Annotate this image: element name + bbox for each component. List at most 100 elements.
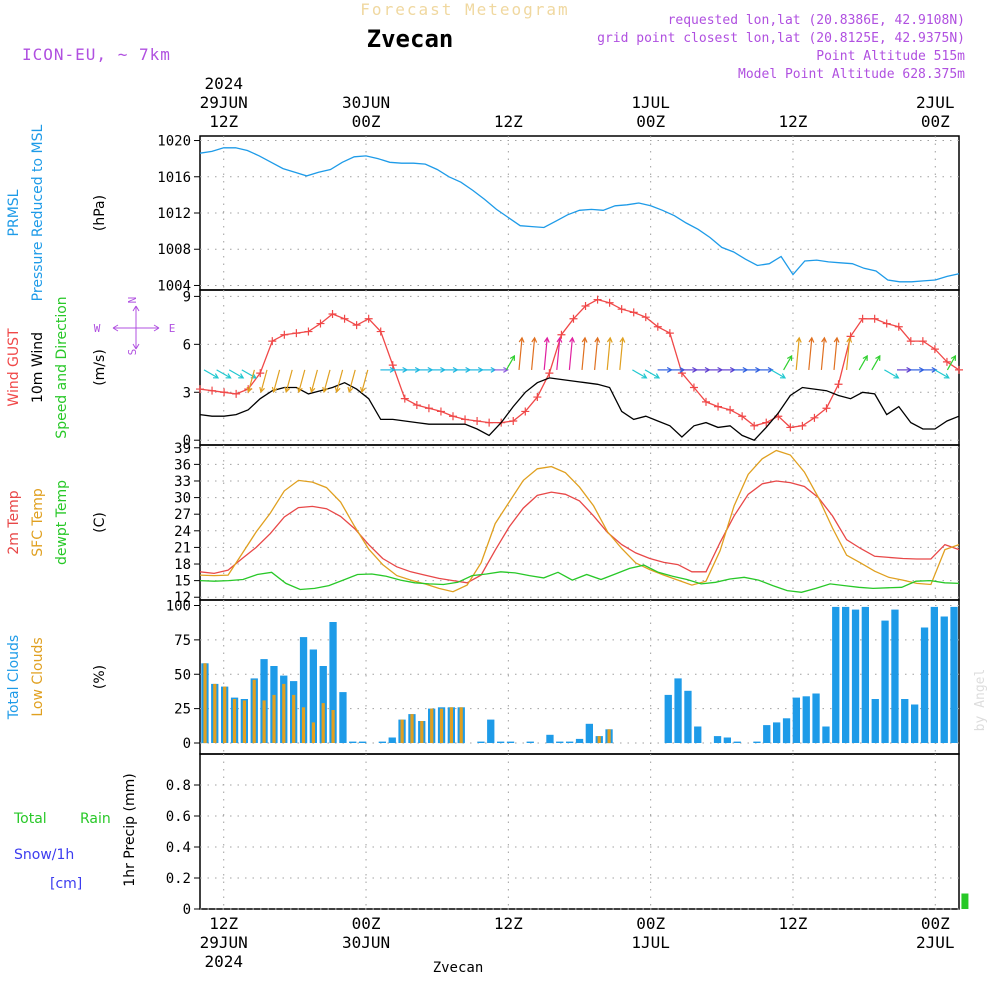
bar bbox=[299, 637, 308, 743]
bar bbox=[232, 699, 237, 743]
wind-arrow-head bbox=[862, 354, 868, 361]
top-time-label: 00Z bbox=[352, 112, 381, 131]
y-tick-label: 1016 bbox=[157, 170, 191, 186]
series-line bbox=[199, 449, 960, 593]
y-tick-label: 0.6 bbox=[166, 809, 191, 825]
gust-marker bbox=[593, 295, 602, 304]
bar bbox=[930, 606, 938, 743]
wind-arrow bbox=[348, 369, 356, 393]
top-time-label: 1JUL bbox=[631, 93, 670, 112]
wind-arrow bbox=[606, 337, 611, 370]
bar bbox=[753, 741, 761, 743]
gust-marker bbox=[280, 330, 289, 339]
gust-marker bbox=[750, 421, 759, 430]
top-time-label: 30JUN bbox=[342, 93, 390, 112]
gust-marker bbox=[268, 337, 277, 346]
wind-arrow bbox=[531, 337, 536, 370]
gust-marker bbox=[449, 412, 457, 421]
wind-arrow-head bbox=[259, 386, 265, 394]
gust-marker bbox=[220, 388, 229, 397]
bar bbox=[430, 708, 434, 743]
gust-marker bbox=[641, 313, 650, 322]
gust-marker bbox=[473, 417, 482, 426]
panel-label: PRMSL bbox=[6, 189, 22, 236]
gust-marker bbox=[605, 298, 614, 307]
series-temperature-2 bbox=[199, 564, 960, 593]
bottom-time-label: 30JUN bbox=[342, 933, 390, 952]
footer-station: Zvecan bbox=[433, 960, 484, 976]
gust-marker bbox=[424, 404, 433, 413]
y-tick-label: 9 bbox=[183, 289, 191, 305]
bar bbox=[410, 714, 414, 743]
wind-direction-arrows bbox=[203, 336, 957, 394]
bottom-time-label: 12Z bbox=[779, 914, 808, 933]
wind-arrow-head bbox=[846, 336, 853, 343]
panel-clouds: 0 25 50 75 100 Total Clouds Low Clouds (%) bbox=[6, 599, 960, 755]
panel-label: [cm] bbox=[50, 876, 82, 892]
wind-arrow-head bbox=[531, 336, 538, 343]
bar bbox=[674, 678, 682, 743]
compass-rose: W E N S bbox=[94, 297, 176, 356]
y-tick-label: 6 bbox=[183, 337, 191, 353]
gust-marker bbox=[689, 383, 698, 392]
y-tick-label: 33 bbox=[174, 474, 191, 490]
top-time-label: 12Z bbox=[494, 112, 523, 131]
y-tick-label: 0 bbox=[183, 736, 191, 752]
panel-label: dewpt Temp bbox=[54, 480, 70, 565]
wind-arrow-head bbox=[931, 366, 938, 373]
wind-arrow bbox=[581, 337, 586, 370]
bar bbox=[282, 683, 286, 743]
panel-label: 1hr Precip (mm) bbox=[122, 773, 138, 886]
wind-arrow-head bbox=[779, 373, 787, 379]
model-label: ICON-EU, ~ 7km bbox=[22, 45, 171, 64]
gust-marker bbox=[400, 394, 409, 403]
series-clouds-1 bbox=[203, 663, 611, 744]
wind-arrow bbox=[518, 337, 523, 370]
compass-south: S bbox=[126, 349, 139, 356]
gust-marker bbox=[858, 314, 867, 323]
gust-marker bbox=[942, 357, 951, 366]
bottom-time-label: 12Z bbox=[494, 914, 523, 933]
bar bbox=[262, 700, 266, 743]
bar bbox=[832, 606, 840, 743]
wind-arrow-head bbox=[606, 336, 613, 343]
requested-location: requested lon,lat (20.8386E, 42.9108N) bbox=[668, 13, 965, 28]
bar bbox=[329, 622, 337, 743]
gust-marker bbox=[545, 369, 554, 378]
top-time-label: 29JUN bbox=[200, 93, 248, 112]
gust-marker bbox=[665, 329, 674, 338]
panel-pressure: 1004 1008 1012 1016 1020 PRMSL Pressure Reduce… bbox=[6, 124, 960, 301]
gust-marker bbox=[256, 369, 265, 378]
wind-arrow-head bbox=[950, 354, 957, 361]
bar bbox=[301, 707, 306, 744]
series-precip-0 bbox=[961, 893, 969, 909]
wind-arrow bbox=[285, 369, 293, 393]
wind-arrow bbox=[783, 355, 793, 371]
bar bbox=[891, 609, 899, 743]
wind-arrow-head bbox=[246, 386, 253, 394]
wind-arrow-head bbox=[893, 373, 900, 379]
y-tick-label: 0.2 bbox=[166, 871, 191, 887]
gust-marker bbox=[352, 321, 361, 330]
gust-marker bbox=[328, 309, 337, 318]
gust-marker bbox=[702, 397, 710, 406]
wind-arrow bbox=[336, 369, 344, 393]
bar bbox=[911, 704, 919, 743]
wind-arrow-head bbox=[212, 373, 220, 379]
series-temperature-0 bbox=[199, 480, 960, 584]
y-tick-label: 24 bbox=[174, 524, 191, 540]
top-time-label: 12Z bbox=[209, 112, 238, 131]
y-tick-label: 12 bbox=[174, 590, 191, 606]
gust-marker bbox=[376, 327, 385, 336]
y-tick-label: 0 bbox=[183, 902, 191, 918]
gust-marker bbox=[617, 305, 626, 314]
y-tick-label: 1020 bbox=[157, 134, 191, 150]
panel-label: Total bbox=[13, 811, 47, 827]
y-tick-label: 50 bbox=[174, 667, 191, 683]
panel-precip: 0 0.2 0.4 0.6 0.8 Total Rain Snow/1h [cm] 1hr Pre… bbox=[13, 753, 960, 918]
wind-arrow-head bbox=[943, 373, 950, 379]
y-tick-label: 75 bbox=[174, 633, 191, 649]
